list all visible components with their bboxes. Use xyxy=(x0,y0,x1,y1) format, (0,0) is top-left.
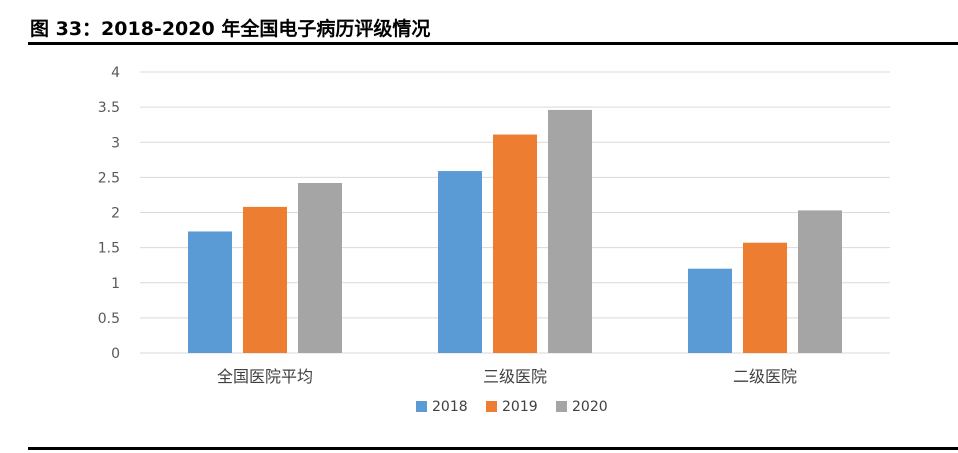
y-tick-label: 2 xyxy=(111,206,120,222)
legend-swatch-2018 xyxy=(416,401,427,412)
y-tick-label: 4 xyxy=(111,65,120,81)
y-tick-label: 0.5 xyxy=(98,311,120,327)
bar-2020 xyxy=(298,182,342,353)
legend-label: 2018 xyxy=(432,399,468,415)
bars xyxy=(188,109,842,353)
x-category-label: 二级医院 xyxy=(733,367,797,386)
bar-2018 xyxy=(688,268,732,353)
bar-2020 xyxy=(798,210,842,353)
y-axis-ticks: 0 0.5 1 1.5 2 2.5 3 3.5 4 xyxy=(98,65,120,362)
y-tick-label: 3.5 xyxy=(98,100,120,116)
bar-2020 xyxy=(548,109,592,353)
x-axis-categories: 全国医院平均 三级医院 二级医院 xyxy=(217,367,797,386)
y-tick-label: 1 xyxy=(111,276,120,292)
y-tick-label: 2.5 xyxy=(98,170,120,186)
bar-2018 xyxy=(188,231,232,353)
bar-2019 xyxy=(743,242,787,353)
bar-2018 xyxy=(438,171,482,353)
bottom-rule xyxy=(28,447,958,450)
bar-2019 xyxy=(243,206,287,353)
legend: 2018 2019 2020 xyxy=(416,399,608,415)
legend-label: 2020 xyxy=(572,399,608,415)
y-tick-label: 3 xyxy=(111,135,120,151)
figure-title: 图 33：2018-2020 年全国电子病历评级情况 xyxy=(30,18,431,40)
x-category-label: 全国医院平均 xyxy=(217,367,313,386)
bar-2019 xyxy=(493,134,537,353)
legend-label: 2019 xyxy=(502,399,538,415)
x-category-label: 三级医院 xyxy=(483,367,547,386)
legend-swatch-2020 xyxy=(556,401,567,412)
y-tick-label: 1.5 xyxy=(98,241,120,257)
y-tick-label: 0 xyxy=(111,346,120,362)
top-rule xyxy=(28,42,958,45)
legend-swatch-2019 xyxy=(486,401,497,412)
